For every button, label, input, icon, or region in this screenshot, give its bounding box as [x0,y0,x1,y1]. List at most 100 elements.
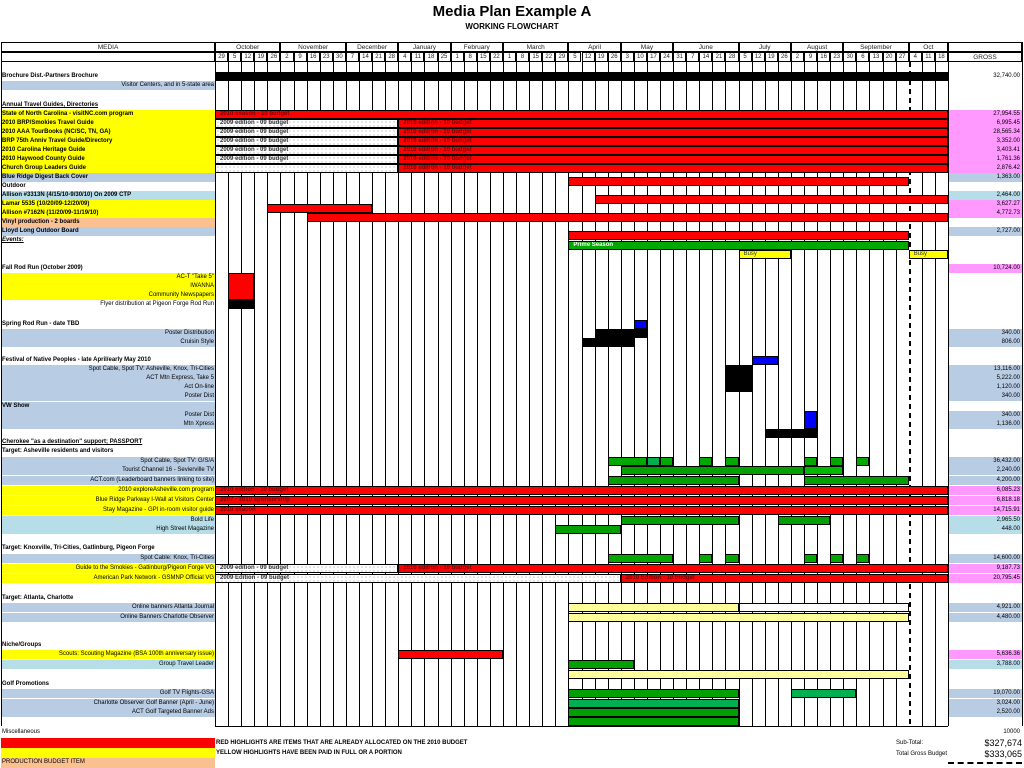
week-gridline [804,62,805,726]
week-header: 8 [516,52,530,62]
week-header: 8 [463,52,477,62]
week-header: 11 [411,52,425,62]
schedule-bar: 2010 edition - 10 budget [398,128,948,137]
total-dashed-rule [948,762,1022,764]
gross-value: 32,740.00 [948,72,1022,81]
schedule-bar [306,213,948,222]
gross-value: 4,480.00 [948,613,1022,622]
month-header-november: November [280,42,346,52]
week-header: 22 [489,52,503,62]
week-gridline [673,62,674,726]
week-header: 13 [869,52,883,62]
week-header: 21 [712,52,726,62]
week-header: 28 [385,52,399,62]
row-label: Poster Dist [1,411,215,420]
gross-value: 20,795.45 [948,574,1022,583]
gross-value: 2,876.42 [948,164,1022,173]
gross-value: 6,818.18 [948,496,1022,505]
row-label: Outdoor [1,182,215,191]
schedule-bar [804,476,909,485]
schedule-bar: 2010 edition - 10 budget [398,146,948,155]
week-header: 15 [529,52,543,62]
row-label: 2010 AAA TourBooks (NC/SC, TN, GA) [1,128,215,137]
row-label: Allison #7162N (11/20/09-11/19/10) [1,209,215,218]
month-header-december: December [345,42,399,52]
month-header-may: May [620,42,674,52]
schedule-bar: 2010 edition - 10 budget [398,155,948,164]
gross-value: 3,403.41 [948,146,1022,155]
row-label: Blue Ridge Digest Back Cover [1,173,215,182]
week-gridline [516,62,517,726]
gross-value: 10000 [948,728,1022,737]
week-gridline [660,62,661,726]
gross-value: 1,363.00 [948,173,1022,182]
week-header: 2 [280,52,294,62]
row-label: Blue Ridge Parkway I-Wall at Visitors Ce… [1,496,215,505]
schedule-bar [620,466,805,475]
schedule-bar [804,457,818,466]
schedule-bar [228,273,255,300]
week-header: 31 [673,52,687,62]
row-label: Visitor Centers, and in 5-state area [1,81,215,90]
week-gridline [699,62,700,726]
gross-value: 2,520.00 [948,708,1022,717]
week-gridline [280,62,281,726]
schedule-bar [699,554,713,563]
row-label: Fall Rod Run (October 2009) [1,264,215,273]
gross-value: 3,627.27 [948,200,1022,209]
gross-value: 2,727.00 [948,227,1022,236]
gross-value: 19,070.00 [948,689,1022,698]
row-label: ACT Golf Targeted Banner Ads [1,708,215,717]
row-label: Festival of Native Peoples - late April/… [1,356,215,365]
legend-red-text: RED HIGHLIGHTS ARE ITEMS THAT ARE ALREAD… [216,740,468,746]
week-header: 23 [319,52,333,62]
week-header: 9 [293,52,307,62]
week-header: 7 [345,52,359,62]
row-label: Brochure Dist.-Partners Brochure [1,72,215,81]
row-label: Events: [1,236,215,245]
gross-value: 2,965.50 [948,516,1022,525]
week-gridline [568,62,569,726]
schedule-bar: 2010 edition - 10 budget [398,137,948,146]
week-gridline [307,62,308,726]
row-label: Allison #3313N (4/15/10-9/30/10) On 2009… [1,191,215,200]
row-label: Cherokee "as a destination" support; PAS… [1,438,215,447]
week-gridline [254,62,255,726]
week-gridline [752,62,753,726]
week-header: 18 [934,52,948,62]
week-header: 23 [830,52,844,62]
subtotal-value: $327,674 [984,738,1022,748]
schedule-bar [620,516,739,525]
week-gridline [948,62,949,726]
row-label: Tourist Channel 16 - Sevierville TV [1,466,215,475]
week-header: 19 [254,52,268,62]
week-gridline [608,62,609,726]
week-header: 12 [581,52,595,62]
week-header: 21 [372,52,386,62]
month-header-january: January [398,42,451,52]
week-header: 30 [843,52,857,62]
schedule-bar [594,329,647,338]
month-header-march: March [502,42,569,52]
schedule-bar [607,457,647,466]
week-header: 29 [215,52,229,62]
week-header: 26 [607,52,621,62]
schedule-bar [568,670,909,679]
schedule-bar [568,177,909,186]
row-label: Guide to the Smokies - Gatlinburg/Pigeon… [1,564,215,573]
gross-value: 6,995.45 [948,119,1022,128]
row-label: Lamar 5535 (10/20/09-12/20/09) [1,200,215,209]
row-label: High Street Magazine [1,525,215,534]
schedule-bar: 2010 season [215,506,948,515]
week-header: 12 [241,52,255,62]
row-label: AC-T "Take 5" [1,273,215,282]
week-gridline [817,62,818,726]
row-label: Golf Promotions [1,680,215,689]
gross-value: 448.00 [948,525,1022,534]
week-gridline [529,62,530,726]
schedule-bar [633,320,647,329]
deadline-divider [909,62,911,726]
row-label: Scouts: Scouting Magazine (BSA 100th ann… [1,650,215,659]
schedule-bar [568,689,739,698]
row-label: Online banners Atlanta Journal [1,603,215,612]
